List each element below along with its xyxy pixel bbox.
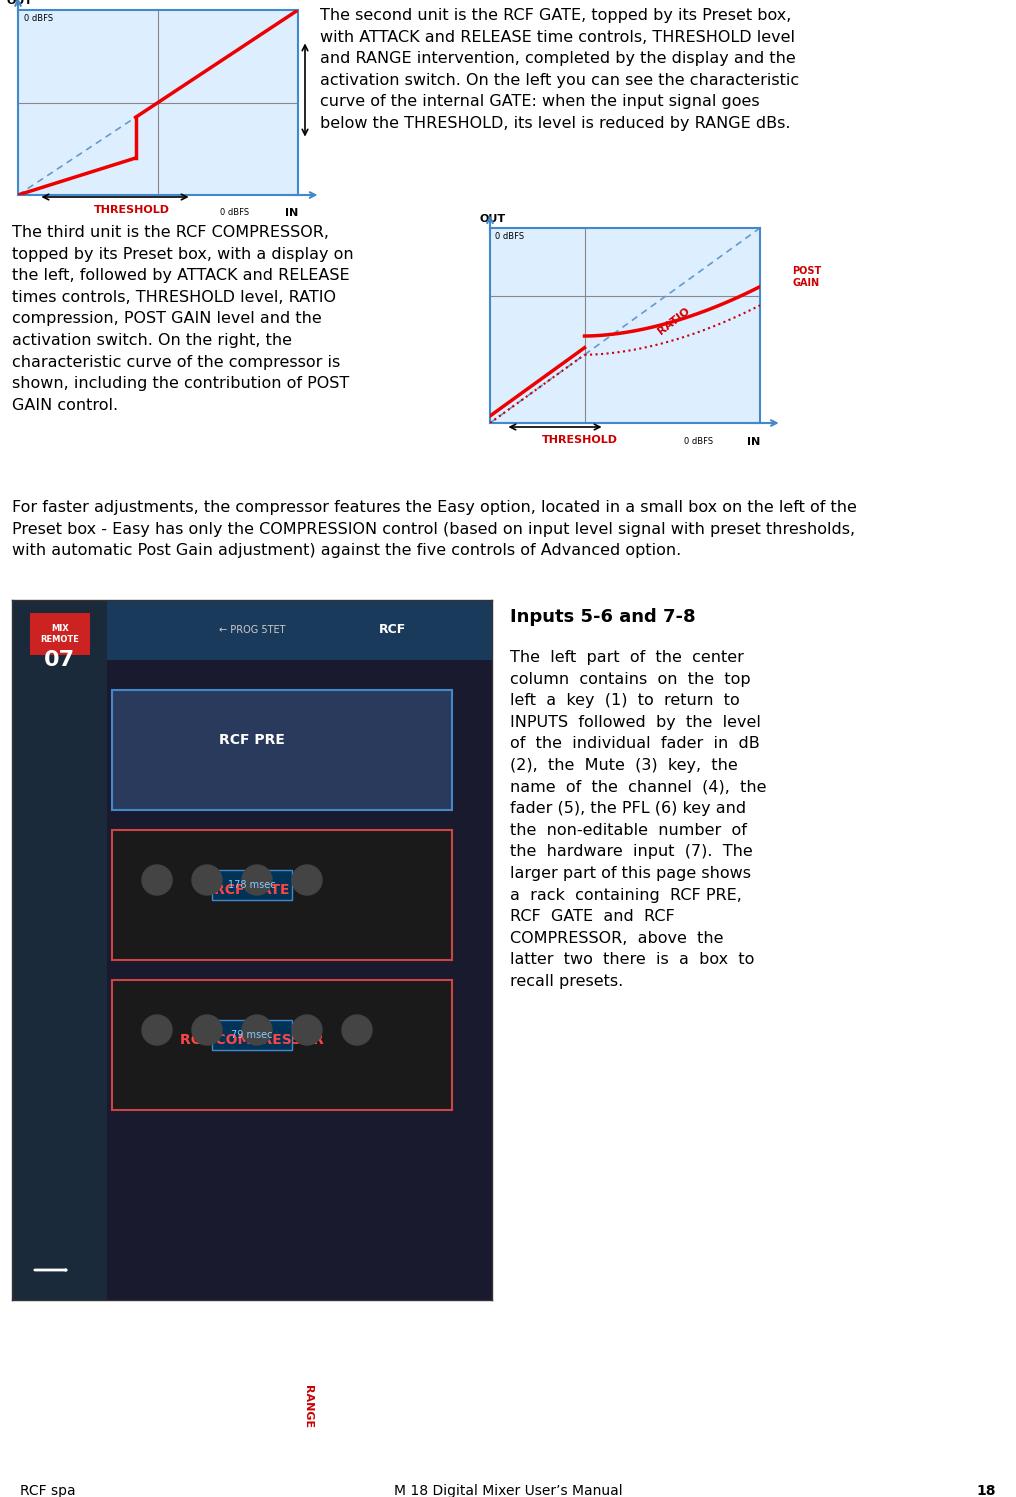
Text: 0 dBFS: 0 dBFS (219, 208, 249, 217)
Circle shape (342, 1015, 372, 1045)
Text: 18: 18 (976, 1485, 996, 1497)
Text: THRESHOLD: THRESHOLD (542, 436, 618, 445)
Text: The  left  part  of  the  center
column  contains  on  the  top
left  a  key  (1: The left part of the center column conta… (510, 650, 766, 990)
Circle shape (242, 1015, 272, 1045)
Text: RCF GATE: RCF GATE (214, 883, 290, 897)
Text: For faster adjustments, the compressor features the Easy option, located in a sm: For faster adjustments, the compressor f… (12, 500, 856, 558)
Text: Inputs 5-6 and 7-8: Inputs 5-6 and 7-8 (510, 608, 696, 626)
Bar (212, 1019, 292, 1049)
Text: 178 msec: 178 msec (229, 880, 275, 891)
Text: M 18 Digital Mixer User’s Manual: M 18 Digital Mixer User’s Manual (393, 1485, 623, 1497)
Circle shape (142, 865, 172, 895)
Text: 0 dBFS: 0 dBFS (496, 232, 524, 241)
Text: THRESHOLD: THRESHOLD (94, 205, 170, 216)
Text: IN: IN (284, 208, 298, 219)
Text: OUT: OUT (7, 0, 33, 6)
Bar (112, 690, 452, 810)
Circle shape (292, 1015, 322, 1045)
Text: ← PROG 5TET: ← PROG 5TET (218, 626, 285, 635)
Bar (112, 829, 452, 960)
Bar (30, 612, 90, 656)
Text: The second unit is the RCF GATE, topped by its Preset box,
with ATTACK and RELEA: The second unit is the RCF GATE, topped … (320, 7, 800, 132)
Text: IN: IN (747, 437, 760, 446)
Text: MIX
REMOTE: MIX REMOTE (41, 624, 79, 644)
Circle shape (242, 865, 272, 895)
Text: 79 msec: 79 msec (232, 1030, 272, 1040)
Text: 07: 07 (44, 650, 74, 671)
Text: RCF spa: RCF spa (20, 1485, 76, 1497)
Text: The third unit is the RCF COMPRESSOR,
topped by its Preset box, with a display o: The third unit is the RCF COMPRESSOR, to… (12, 225, 354, 413)
Bar (112, 981, 452, 1109)
Text: OUT: OUT (480, 214, 505, 225)
Bar (212, 870, 292, 900)
Circle shape (192, 865, 223, 895)
Text: RATIO: RATIO (655, 307, 692, 337)
Circle shape (142, 1015, 172, 1045)
Bar (12, 600, 492, 660)
Text: 0 dBFS: 0 dBFS (23, 13, 53, 22)
Circle shape (192, 1015, 223, 1045)
Circle shape (292, 865, 322, 895)
Text: RCF PRE: RCF PRE (219, 734, 284, 747)
Text: POST
GAIN: POST GAIN (792, 266, 822, 287)
Text: RCF: RCF (378, 623, 405, 636)
Text: RCF COMPRESSOR: RCF COMPRESSOR (180, 1033, 324, 1046)
Text: 0 dBFS: 0 dBFS (685, 437, 713, 446)
Text: RANGE: RANGE (303, 1385, 313, 1428)
Bar (12, 600, 107, 1299)
